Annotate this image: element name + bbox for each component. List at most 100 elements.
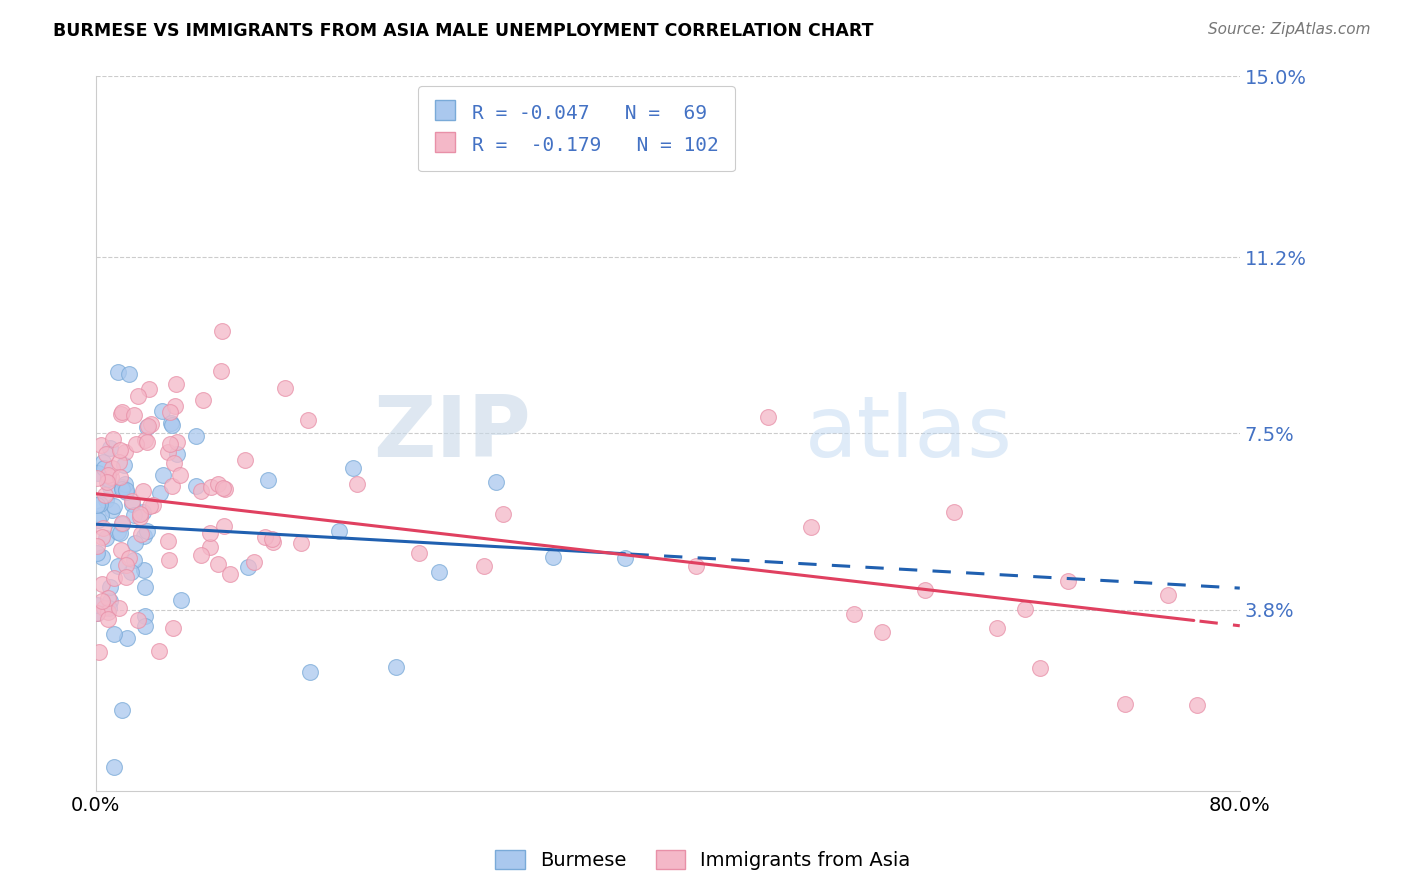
- Point: [1157, 588, 1180, 602]
- Point: [94, 492, 117, 507]
- Point: [543, 549, 565, 564]
- Point: [122, 508, 145, 522]
- Point: [97, 471, 120, 485]
- Point: [100, 480, 122, 494]
- Point: [190, 549, 212, 563]
- Text: atlas: atlas: [806, 392, 1014, 475]
- Point: [165, 377, 187, 392]
- Point: [156, 533, 179, 548]
- Point: [1014, 602, 1036, 616]
- Point: [90, 530, 112, 544]
- Point: [98, 594, 121, 608]
- Point: [124, 409, 146, 423]
- Point: [101, 460, 124, 475]
- Point: [93, 601, 115, 615]
- Point: [107, 559, 129, 574]
- Point: [150, 403, 173, 417]
- Point: [986, 621, 1008, 635]
- Point: [162, 417, 184, 432]
- Point: [186, 429, 208, 443]
- Point: [87, 466, 110, 480]
- Point: [124, 553, 146, 567]
- Point: [135, 524, 157, 538]
- Point: [115, 631, 138, 645]
- Point: [1057, 574, 1080, 588]
- Point: [118, 550, 141, 565]
- Point: [1028, 661, 1050, 675]
- Point: [139, 417, 162, 432]
- Point: [90, 508, 112, 522]
- Point: [190, 484, 212, 499]
- Point: [108, 470, 131, 484]
- Point: [134, 528, 156, 542]
- Point: [114, 477, 136, 491]
- Point: [211, 324, 233, 338]
- Point: [132, 563, 155, 577]
- Point: [198, 525, 221, 540]
- Point: [91, 455, 114, 469]
- Point: [90, 577, 112, 591]
- Point: [163, 399, 186, 413]
- Point: [132, 483, 155, 498]
- Point: [97, 601, 120, 615]
- Point: [115, 485, 138, 500]
- Point: [100, 441, 122, 455]
- Point: [111, 480, 134, 494]
- Point: [169, 467, 191, 482]
- Point: [214, 482, 236, 496]
- Point: [91, 521, 114, 535]
- Point: [385, 659, 408, 673]
- Point: [127, 389, 149, 403]
- Point: [872, 624, 894, 639]
- Point: [107, 525, 129, 540]
- Point: [198, 541, 221, 555]
- Point: [262, 535, 284, 549]
- Point: [111, 482, 134, 496]
- Point: [613, 550, 636, 565]
- Point: [111, 517, 134, 532]
- Point: [134, 581, 156, 595]
- Point: [149, 486, 172, 500]
- Text: Source: ZipAtlas.com: Source: ZipAtlas.com: [1208, 22, 1371, 37]
- Point: [236, 560, 259, 574]
- Point: [756, 409, 779, 424]
- Point: [121, 497, 143, 511]
- Point: [114, 445, 136, 459]
- Point: [243, 555, 266, 569]
- Point: [472, 558, 495, 573]
- Text: ZIP: ZIP: [373, 392, 530, 475]
- Point: [211, 481, 233, 495]
- Point: [114, 558, 136, 573]
- Point: [842, 607, 865, 621]
- Point: [90, 437, 112, 451]
- Point: [142, 498, 165, 512]
- Point: [112, 458, 135, 472]
- Point: [685, 558, 707, 573]
- Point: [94, 447, 117, 461]
- Point: [124, 437, 146, 451]
- Point: [103, 626, 125, 640]
- Point: [120, 565, 142, 579]
- Point: [115, 483, 138, 498]
- Point: [328, 524, 350, 538]
- Point: [138, 382, 160, 396]
- Point: [162, 621, 184, 635]
- Point: [290, 536, 312, 550]
- Point: [166, 447, 188, 461]
- Point: [97, 591, 120, 606]
- Point: [111, 703, 134, 717]
- Point: [299, 665, 322, 679]
- Point: [134, 433, 156, 447]
- Point: [89, 497, 111, 511]
- Point: [1114, 697, 1136, 711]
- Point: [100, 470, 122, 484]
- Point: [111, 405, 134, 419]
- Point: [170, 592, 193, 607]
- Point: [118, 368, 141, 382]
- Point: [115, 569, 138, 583]
- Point: [134, 618, 156, 632]
- Point: [160, 416, 183, 430]
- Point: [98, 580, 121, 594]
- Point: [274, 381, 297, 395]
- Point: [121, 493, 143, 508]
